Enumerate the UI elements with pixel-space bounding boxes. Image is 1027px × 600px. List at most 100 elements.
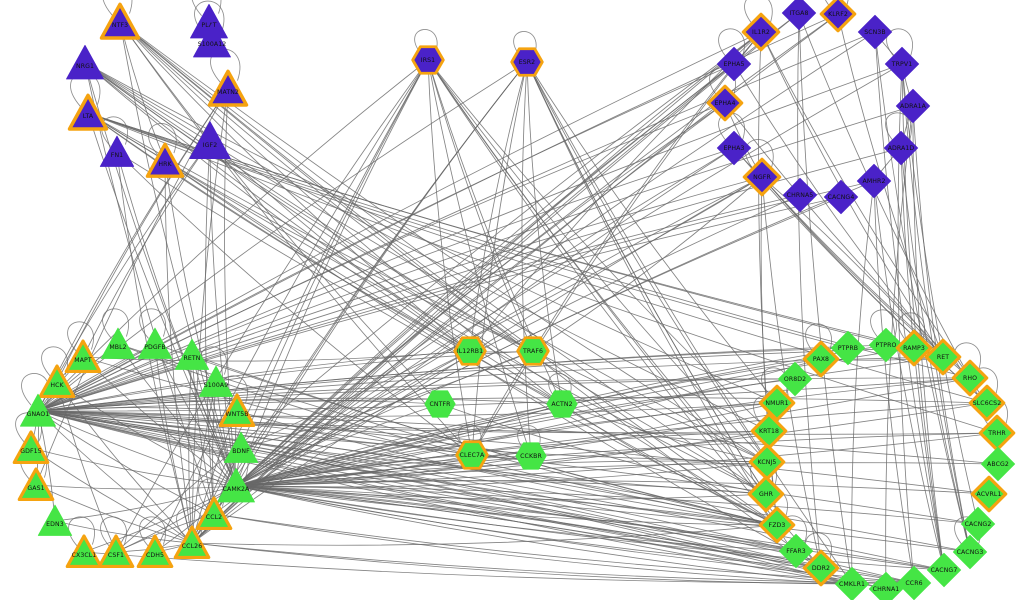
diamond-node-shape[interactable]: [742, 157, 782, 197]
triangle-node-shape[interactable]: [36, 502, 74, 540]
node-s100a12[interactable]: S100A12: [191, 20, 233, 62]
hexagon-node-shape[interactable]: [516, 334, 550, 368]
triangle-node-shape[interactable]: [64, 42, 106, 84]
node-traf6[interactable]: TRAF6: [516, 334, 550, 368]
diamond-node-shape[interactable]: [802, 340, 840, 378]
triangle-node-shape[interactable]: [136, 325, 174, 363]
triangle-node-shape[interactable]: [197, 363, 235, 401]
triangle-node-shape[interactable]: [173, 336, 211, 374]
triangle-node-shape[interactable]: [99, 325, 137, 363]
triangle-node-shape[interactable]: [191, 20, 233, 62]
node-klrf2[interactable]: KLRF2: [819, 0, 857, 33]
diamond-node-shape[interactable]: [776, 360, 814, 398]
diamond-node-shape[interactable]: [894, 87, 932, 125]
diamond-node-shape[interactable]: [951, 533, 989, 571]
hexagon-node-shape[interactable]: [510, 45, 544, 79]
diamond-node-shape[interactable]: [833, 565, 871, 600]
node-bdnf[interactable]: BDNF: [222, 429, 260, 467]
diamond-node-shape[interactable]: [819, 0, 857, 33]
node-igf2[interactable]: IGF2: [187, 118, 233, 164]
triangle-node-shape[interactable]: [17, 466, 55, 504]
node-pdgfb[interactable]: PDGFB: [136, 325, 174, 363]
diamond-node-shape[interactable]: [951, 359, 989, 397]
node-ntf3[interactable]: NTF3: [99, 1, 141, 43]
triangle-node-shape[interactable]: [218, 392, 256, 430]
diamond-node-shape[interactable]: [747, 475, 785, 513]
node-clec7a[interactable]: CLEC7A: [455, 438, 489, 472]
node-itga8[interactable]: ITGA8: [780, 0, 818, 32]
node-epha5[interactable]: EPHA5: [715, 45, 753, 83]
triangle-node-shape[interactable]: [207, 68, 249, 110]
diamond-node-shape[interactable]: [979, 445, 1017, 483]
triangle-node-shape[interactable]: [98, 133, 136, 171]
diamond-node-shape[interactable]: [895, 564, 933, 600]
node-nrg1[interactable]: NRG1: [64, 42, 106, 84]
node-ccr6[interactable]: CCR6: [895, 564, 933, 600]
node-epha4[interactable]: EPHA4: [706, 84, 744, 122]
node-ngfr[interactable]: NGFR: [742, 157, 782, 197]
diamond-node-shape[interactable]: [715, 45, 753, 83]
node-gdf15[interactable]: GDF15: [12, 429, 50, 467]
node-esr2[interactable]: ESR2: [510, 45, 544, 79]
triangle-node-shape[interactable]: [173, 524, 211, 562]
diamond-node-shape[interactable]: [706, 84, 744, 122]
triangle-node-shape[interactable]: [97, 533, 135, 571]
hexagon-node-shape[interactable]: [455, 438, 489, 472]
node-lta[interactable]: LTA: [67, 92, 109, 134]
node-ccl26[interactable]: CCL26: [173, 524, 211, 562]
node-adra1a[interactable]: ADRA1A: [894, 87, 932, 125]
node-matn2[interactable]: MATN2: [207, 68, 249, 110]
diamond-node-shape[interactable]: [925, 551, 963, 589]
node-cckbr[interactable]: CCKBR: [514, 439, 548, 473]
diamond-node-shape[interactable]: [802, 549, 840, 587]
node-trpv1[interactable]: TRPV1: [883, 45, 921, 83]
diamond-node-shape[interactable]: [924, 338, 962, 376]
diamond-node-shape[interactable]: [895, 329, 933, 367]
triangle-node-shape[interactable]: [136, 533, 174, 571]
triangle-node-shape[interactable]: [187, 118, 233, 164]
diamond-node-shape[interactable]: [970, 475, 1008, 513]
diamond-node-shape[interactable]: [959, 505, 997, 543]
diamond-node-shape[interactable]: [781, 176, 819, 214]
node-hrk[interactable]: HRK: [145, 141, 185, 181]
triangle-node-shape[interactable]: [64, 338, 102, 376]
diamond-node-shape[interactable]: [882, 129, 920, 167]
diamond-node-shape[interactable]: [715, 129, 753, 167]
triangle-node-shape[interactable]: [222, 429, 260, 467]
triangle-node-shape[interactable]: [195, 495, 233, 533]
diamond-node-shape[interactable]: [968, 384, 1006, 422]
diamond-node-shape[interactable]: [883, 45, 921, 83]
node-cmklr1[interactable]: CMKLR1: [833, 565, 871, 600]
diamond-node-shape[interactable]: [829, 329, 867, 367]
node-amhr2[interactable]: AMHR2: [855, 162, 893, 200]
node-gnao1[interactable]: GNAO1: [18, 391, 58, 431]
triangle-node-shape[interactable]: [65, 533, 103, 571]
node-actn2[interactable]: ACTN2: [545, 387, 579, 421]
hexagon-node-shape[interactable]: [411, 43, 445, 77]
node-irs1[interactable]: IRS1: [411, 43, 445, 77]
node-fn1[interactable]: FN1: [98, 133, 136, 171]
diamond-node-shape[interactable]: [856, 13, 894, 51]
diamond-node-shape[interactable]: [780, 0, 818, 32]
triangle-node-shape[interactable]: [38, 363, 76, 401]
node-gas1[interactable]: GAS1: [17, 466, 55, 504]
hexagon-node-shape[interactable]: [545, 387, 579, 421]
triangle-node-shape[interactable]: [67, 92, 109, 134]
node-wnt5b[interactable]: WNT5B: [218, 392, 256, 430]
node-csf1[interactable]: CSF1: [97, 533, 135, 571]
triangle-node-shape[interactable]: [99, 1, 141, 43]
diamond-node-shape[interactable]: [867, 570, 905, 600]
node-il12rb1[interactable]: IL12RB1: [453, 334, 487, 368]
diamond-node-shape[interactable]: [855, 162, 893, 200]
hexagon-node-shape[interactable]: [453, 334, 487, 368]
node-mbl2[interactable]: MBL2: [99, 325, 137, 363]
diamond-node-shape[interactable]: [777, 532, 815, 570]
triangle-node-shape[interactable]: [18, 391, 58, 431]
triangle-node-shape[interactable]: [12, 429, 50, 467]
diamond-node-shape[interactable]: [758, 506, 796, 544]
node-cacng4[interactable]: CACNG4: [822, 178, 860, 216]
diamond-node-shape[interactable]: [758, 384, 796, 422]
node-cntfr[interactable]: CNTFR: [423, 387, 457, 421]
triangle-node-shape[interactable]: [145, 141, 185, 181]
node-chrna5[interactable]: CHRNA5: [781, 176, 819, 214]
